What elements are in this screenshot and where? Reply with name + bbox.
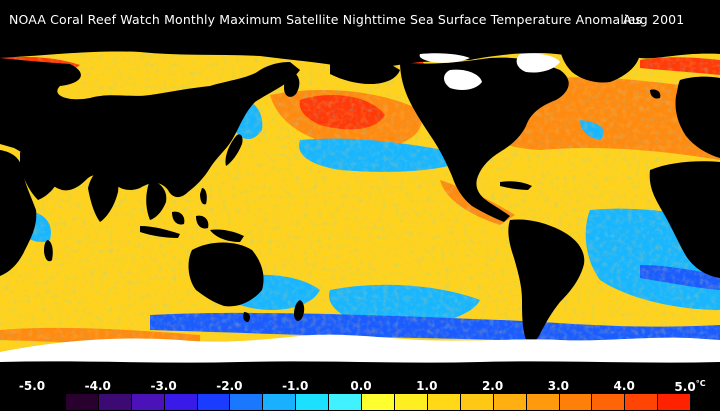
- legend-tick-label: 1.0: [416, 379, 438, 393]
- arctic-ice-greenland: [516, 53, 560, 73]
- legend-tick-label: 5.0°C: [674, 379, 706, 394]
- arctic-ice-canada: [444, 69, 482, 90]
- color-swatch: [197, 394, 231, 410]
- legend-tick-label: -5.0: [18, 379, 46, 393]
- land-africa: [0, 150, 37, 276]
- sea-ice: [0, 53, 720, 363]
- land-antarctica: [0, 359, 720, 376]
- legend-tick-labels: -5.0 -4.0 -3.0 -2.0 -1.0 0.0 1.0 2.0 3.0 4.0 5.0°C: [0, 376, 720, 394]
- land-caribbean: [500, 181, 532, 190]
- color-swatch: [230, 394, 264, 410]
- color-swatch: [65, 394, 99, 410]
- color-scale-bar: [32, 393, 692, 411]
- legend-tick-label: 4.0: [613, 379, 635, 393]
- land-north-america: [400, 57, 569, 223]
- land-europe-east: [675, 76, 720, 158]
- color-swatch: [263, 394, 297, 410]
- land-greenland: [560, 44, 640, 83]
- land-new-zealand: [294, 300, 305, 321]
- land-indochina: [146, 180, 167, 220]
- antarctic-ice: [0, 334, 720, 363]
- legend-unit: °C: [695, 379, 706, 388]
- color-swatch: [98, 394, 132, 410]
- color-swatch: [164, 394, 198, 410]
- land-india: [88, 170, 119, 222]
- legend-tick-label: 2.0: [481, 379, 504, 393]
- land-tasmania: [243, 312, 251, 322]
- color-swatch: [33, 394, 66, 410]
- land-arctic: [0, 40, 720, 69]
- land-kamchatka: [284, 70, 300, 97]
- color-swatch: [658, 394, 692, 410]
- land-iceland: [650, 89, 661, 99]
- color-swatch: [625, 394, 659, 410]
- land-indonesia: [140, 211, 244, 242]
- land-japan: [225, 134, 243, 166]
- land-africa-east: [649, 161, 720, 278]
- color-swatch: [362, 394, 395, 410]
- color-swatch: [592, 394, 626, 410]
- legend-tick-label: -2.0: [216, 379, 243, 393]
- color-swatch: [131, 394, 165, 410]
- color-swatch: [460, 394, 494, 410]
- legend-tick-label: -4.0: [84, 379, 111, 393]
- color-swatch: [394, 394, 428, 410]
- legend-tick-label: -1.0: [282, 379, 309, 393]
- color-swatch: [296, 394, 330, 410]
- land-australia: [188, 242, 264, 307]
- land-madagascar: [44, 240, 53, 262]
- land-eurasia: [0, 58, 300, 198]
- legend-tick-label: 3.0: [547, 379, 570, 393]
- title-text: NOAA Coral Reef Watch Monthly Maximum Sa…: [9, 12, 643, 27]
- color-swatch: [493, 394, 527, 410]
- legend-tick-label: 0.0: [350, 379, 372, 393]
- page-title: NOAA Coral Reef Watch Monthly Maximum Sa…: [0, 0, 720, 40]
- land-arabia: [20, 152, 60, 200]
- color-swatch: [559, 394, 593, 410]
- title-date: Aug 2001: [623, 12, 685, 27]
- legend-tick-label: -3.0: [150, 379, 177, 393]
- land-philippines: [200, 188, 207, 205]
- arctic-ice-central: [419, 53, 470, 63]
- color-swatch: [526, 394, 560, 410]
- color-swatch: [427, 394, 461, 410]
- color-swatch: [329, 394, 363, 410]
- sst-anomaly-map: [0, 40, 720, 376]
- land-masses: [0, 40, 720, 376]
- land-south-america: [508, 219, 585, 343]
- land-alaska: [330, 62, 400, 84]
